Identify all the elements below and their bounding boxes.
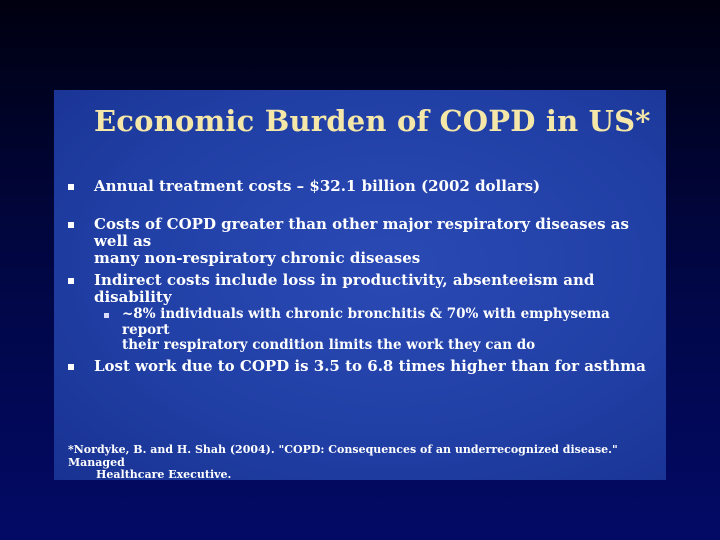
square-bullet-icon — [68, 222, 74, 228]
bullet-text: Lost work due to COPD is 3.5 to 6.8 time… — [94, 357, 646, 375]
square-bullet-icon — [68, 364, 74, 370]
sub-bullet-text-line-2: their respiratory condition limits the w… — [122, 337, 536, 353]
bullet-annual-costs: Annual treatment costs – $32.1 billion (… — [68, 177, 654, 195]
footnote-line-1: *Nordyke, B. and H. Shah (2004). "COPD: … — [68, 443, 618, 469]
sub-bullet-text-line-1: ~8% individuals with chronic bronchitis … — [122, 306, 610, 338]
footnote-line-2: Healthcare Executive. — [96, 468, 232, 481]
slide-title: Economic Burden of COPD in US* — [94, 104, 651, 138]
square-bullet-icon — [104, 313, 109, 318]
bullet-text: Indirect costs include loss in productiv… — [94, 271, 595, 306]
footnote-citation: *Nordyke, B. and H. Shah (2004). "COPD: … — [68, 443, 658, 482]
square-bullet-icon — [68, 184, 74, 190]
slide: Economic Burden of COPD in US* Annual tr… — [54, 90, 666, 482]
bullet-text-line-2: many non-respiratory chronic diseases — [94, 249, 421, 267]
square-bullet-icon — [68, 278, 74, 284]
bullet-indirect-costs: Indirect costs include loss in productiv… — [68, 271, 654, 306]
bullet-costs-comparison: Costs of COPD greater than other major r… — [68, 215, 654, 267]
bullet-text: Annual treatment costs – $32.1 billion (… — [94, 177, 541, 195]
bullet-text-line-1: Costs of COPD greater than other major r… — [94, 215, 629, 250]
sub-bullet-work-limits: ~8% individuals with chronic bronchitis … — [104, 306, 652, 354]
bullet-lost-work: Lost work due to COPD is 3.5 to 6.8 time… — [68, 357, 654, 375]
